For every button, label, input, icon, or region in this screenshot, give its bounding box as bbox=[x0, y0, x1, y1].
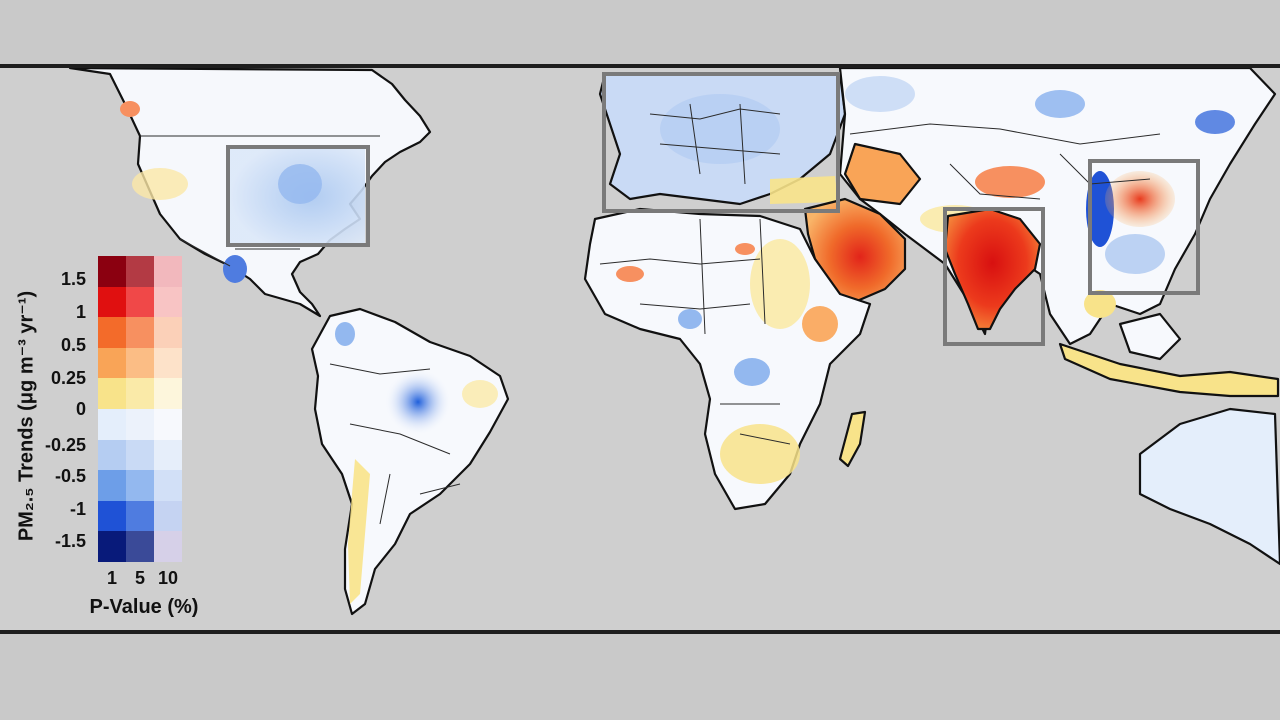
legend-swatch bbox=[98, 256, 126, 287]
legend-tick: -0.5 bbox=[54, 466, 86, 486]
europe bbox=[598, 72, 847, 206]
legend-tick: -1 bbox=[69, 499, 86, 519]
legend-swatch bbox=[98, 500, 126, 532]
south-america bbox=[310, 307, 510, 616]
legend-tick: -1.5 bbox=[54, 531, 86, 551]
legend-swatch bbox=[98, 286, 126, 318]
legend-swatch bbox=[98, 378, 126, 409]
pvalue-ticks: 1 5 10 bbox=[98, 568, 182, 589]
legend-swatch bbox=[154, 470, 182, 501]
legend-swatch bbox=[154, 378, 182, 409]
india bbox=[943, 207, 1042, 331]
legend-swatch bbox=[154, 531, 182, 562]
legend-tick: 0 bbox=[75, 399, 86, 419]
pvalue-tick: 10 bbox=[157, 568, 179, 588]
legend-swatch bbox=[126, 409, 154, 440]
legend-swatch bbox=[98, 439, 126, 471]
pvalue-tick: 1 bbox=[106, 568, 117, 588]
legend-tick: 1.5 bbox=[60, 269, 86, 289]
legend-swatch bbox=[98, 470, 126, 501]
pvalue-label: P-Value (%) bbox=[89, 596, 199, 618]
region-box-eastern-us bbox=[226, 145, 370, 247]
legend-swatch bbox=[98, 409, 126, 440]
africa bbox=[583, 207, 872, 511]
legend-tick: 0.25 bbox=[50, 368, 86, 388]
map-frame bbox=[0, 64, 1280, 634]
legend-swatch bbox=[154, 317, 182, 348]
legend-swatch bbox=[98, 531, 126, 562]
legend-swatch bbox=[154, 256, 182, 287]
legend-swatch bbox=[126, 531, 154, 562]
legend-swatch bbox=[126, 347, 154, 379]
north-america bbox=[68, 68, 432, 318]
legend-swatch bbox=[126, 317, 154, 348]
asia bbox=[838, 68, 1277, 346]
legend-tick: -0.25 bbox=[44, 435, 86, 455]
legend-swatch bbox=[98, 347, 126, 379]
oceania bbox=[1058, 312, 1280, 566]
world-map bbox=[68, 68, 1280, 616]
region-box-india bbox=[943, 207, 1045, 346]
legend-swatch bbox=[126, 378, 154, 409]
legend-swatch bbox=[126, 470, 154, 501]
legend-swatch bbox=[154, 409, 182, 440]
legend-tick: 1 bbox=[75, 302, 86, 322]
legend-swatch bbox=[154, 500, 182, 532]
legend-swatch bbox=[98, 317, 126, 348]
legend-title: PM₂.₅ Trends (μg m⁻³ yr⁻¹) bbox=[15, 290, 38, 542]
legend-swatch bbox=[154, 286, 182, 318]
legend-swatch bbox=[126, 286, 154, 318]
region-box-eastern-china bbox=[1088, 159, 1200, 295]
legend-swatch bbox=[126, 500, 154, 532]
legend-color-grid bbox=[98, 256, 182, 562]
arabian-peninsula bbox=[803, 142, 922, 306]
legend-swatch bbox=[154, 347, 182, 379]
legend-swatch bbox=[154, 439, 182, 471]
region-box-europe bbox=[602, 72, 840, 213]
pvalue-tick: 5 bbox=[134, 568, 145, 588]
legend-swatch bbox=[126, 256, 154, 287]
legend-swatch bbox=[126, 439, 154, 471]
legend-tick: 0.5 bbox=[60, 335, 86, 355]
